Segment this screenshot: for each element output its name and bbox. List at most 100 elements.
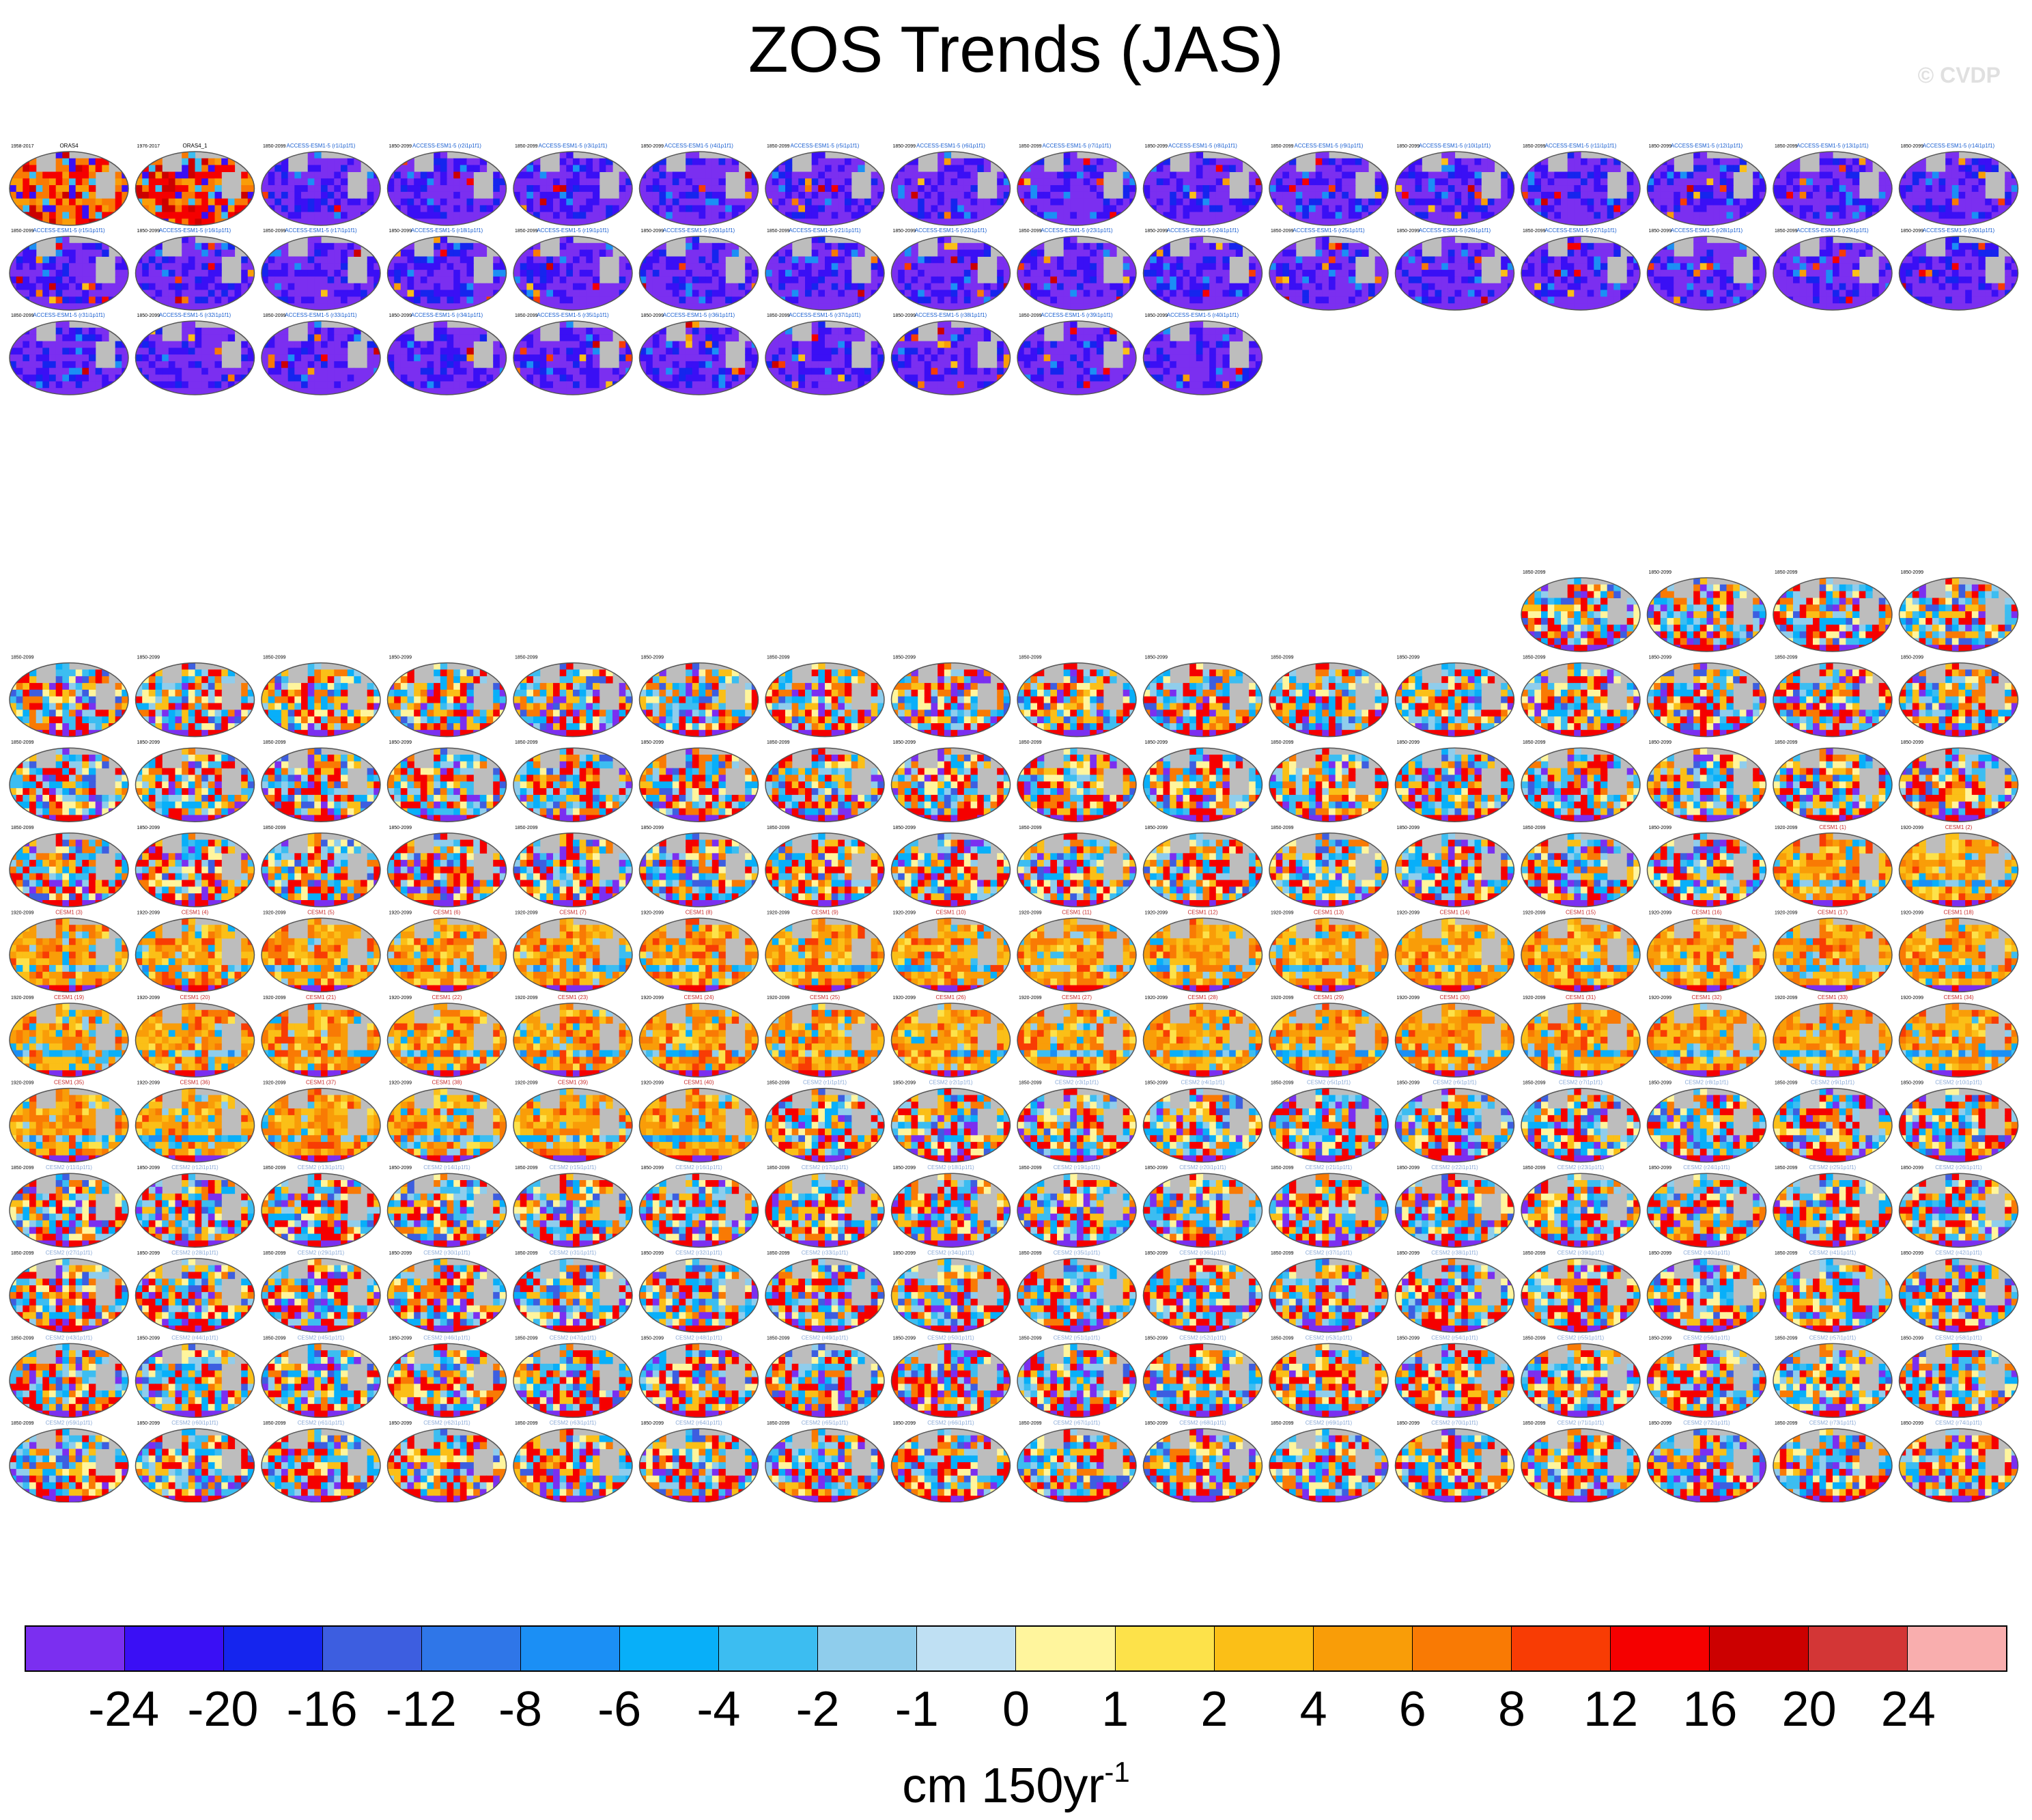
panel-period: 1920-2099 [515,910,538,915]
map-panel: 1850-2099 [1269,656,1389,738]
panel-period: 1850-2099 [1523,740,1546,745]
panel-period: 1850-2099 [1145,144,1168,149]
map-panel: CESM2 (r9i1p1f1) 1850-2099 [1773,1080,1893,1163]
map-panel: CESM2 (r14i1p1f1) 1850-2099 [386,1164,507,1248]
map-panel: CESM2 (r18i1p1f1) 1850-2099 [890,1164,1011,1248]
panel-period: 1850-2099 [1775,1081,1798,1086]
panel-period: 1850-2099 [1145,313,1168,318]
map-panel: CESM2 (r42i1p1f1) 1850-2099 [1898,1250,2019,1333]
panel-period: 1850-2099 [389,656,412,660]
panel-period: 1850-2099 [1019,1336,1042,1341]
panel-title: CESM1 (28) [1187,994,1217,1000]
panel-period: 1850-2099 [1397,229,1420,234]
panel-title: CESM2 (r61i1p1f1) [298,1420,345,1426]
panel-period: 1920-2099 [1775,910,1798,915]
map-panel: CESM1 (20) 1920-2099 [135,994,255,1078]
map-panel: CESM2 (r57i1p1f1) 1850-2099 [1773,1334,1893,1418]
map-panel: ACCESS-ESM1-5 (r34i1p1f1)1850-2099 [386,312,507,395]
map-panel: ACCESS-ESM1-5 (r11i1p1f1)1850-2099 [1521,143,1641,226]
panel-period: 1850-2099 [1523,1166,1546,1171]
map-panel: ACCESS-ESM1-5 (r39i1p1f1)1850-2099 [1017,312,1137,395]
panel-title: CESM1 (32) [1691,994,1721,1000]
panel-title: CESM2 (r57i1p1f1) [1809,1334,1857,1341]
panel-period: 1850-2099 [1649,1421,1672,1426]
panel-period: 1920-2099 [137,1081,160,1086]
panel-period: 1920-2099 [1775,826,1798,830]
map-panel: 1850-2099 [1269,826,1389,908]
panel-period: 1850-2099 [11,826,34,830]
panel-title: CESM2 (r29i1p1f1) [298,1250,345,1256]
map-panel: CESM2 (r44i1p1f1) 1850-2099 [135,1334,255,1418]
panel-period: 1850-2099 [893,1166,916,1171]
panel-title: ACCESS-ESM1-5 (r37i1p1f1) [789,312,861,318]
panel-period: 1850-2099 [1901,656,1924,660]
panel-title: CESM2 (r19i1p1f1) [1054,1164,1101,1171]
map-panel: 1850-2099 [1898,740,2019,822]
panel-period: 1850-2099 [1775,1166,1798,1171]
map-panel: CESM2 (r63i1p1f1) 1850-2099 [513,1420,633,1502]
map-panel: ACCESS-ESM1-5 (r30i1p1f1)1850-2099 [1898,227,2019,311]
map-panel: CESM1 (3) 1920-2099 [9,909,129,993]
panel-period: 1850-2099 [1649,826,1672,830]
panel-title: ACCESS-ESM1-5 (r16i1p1f1) [159,227,231,234]
panel-period: 1850-2099 [263,656,286,660]
map-panel: 1850-2099 [1521,740,1641,822]
map-panel: CESM2 (r64i1p1f1) 1850-2099 [638,1420,759,1502]
panel-period: 1920-2099 [11,1081,34,1086]
panel-period: 1850-2099 [1649,740,1672,745]
panel-period: 1850-2099 [641,826,664,830]
map-panel: ACCESS-ESM1-5 (r15i1p1f1)1850-2099 [9,227,129,311]
map-panel: ACCESS-ESM1-5 (r27i1p1f1)1850-2099 [1521,227,1641,311]
panel-title: CESM1 (1) [1819,824,1846,830]
panel-title: CESM2 (r10i1p1f1) [1935,1080,1982,1086]
panel-title: ACCESS-ESM1-5 (r29i1p1f1) [1796,227,1869,234]
panel-period: 1850-2099 [767,229,790,234]
panel-title: CESM2 (r62i1p1f1) [423,1420,470,1426]
panel-title: CESM2 (r46i1p1f1) [423,1334,470,1341]
panel-period: 1850-2099 [1019,1421,1042,1426]
panel-period: 1850-2099 [767,740,790,745]
panel-period: 1850-2099 [137,1251,160,1256]
panel-period: 1850-2099 [1775,656,1798,660]
colorbar-tick-label: 8 [1498,1679,1525,1740]
map-panel: 1850-2099 [1898,570,2019,652]
panel-title: ORAS4_1 [182,143,208,149]
colorbar-tick-label: -20 [187,1679,258,1740]
panel-title: CESM2 (r35i1p1f1) [1054,1250,1101,1256]
colorbar-tick-label: -24 [88,1679,159,1740]
map-panel: CESM1 (26) 1920-2099 [890,994,1011,1078]
panel-title: ACCESS-ESM1-5 (r25i1p1f1) [1293,227,1365,234]
panel-title: CESM1 (40) [683,1080,714,1086]
chart-title: ZOS Trends (JAS) [0,12,2032,87]
map-panel: CESM2 (r69i1p1f1) 1850-2099 [1269,1420,1389,1502]
colorbar-tick-label: -12 [386,1679,457,1740]
panel-period: 1850-2099 [893,1251,916,1256]
map-panel: ACCESS-ESM1-5 (r20i1p1f1)1850-2099 [638,227,759,311]
map-panel: CESM1 (9) 1920-2099 [765,909,885,993]
panel-period: 1850-2099 [1271,229,1294,234]
panel-period: 1850-2099 [515,826,538,830]
panel-title: CESM1 (12) [1187,909,1217,915]
panel-title: ACCESS-ESM1-5 (r17i1p1f1) [285,227,357,234]
map-panel: CESM2 (r7i1p1f1) 1850-2099 [1521,1080,1641,1163]
map-panel: CESM2 (r59i1p1f1) 1850-2099 [9,1420,129,1502]
panel-period: 1850-2099 [1019,740,1042,745]
panel-title: CESM2 (r7i1p1f1) [1559,1080,1603,1086]
panel-period: 1850-2099 [1019,313,1042,318]
map-panel: 1850-2099 [765,740,885,822]
panel-period: 1850-2099 [641,229,664,234]
panel-title: CESM1 (15) [1566,909,1596,915]
map-panel: 1850-2099 [1521,826,1641,908]
panel-period: 1850-2099 [11,740,34,745]
colorbar-swatch [917,1627,1017,1670]
panel-period: 1850-2099 [11,1336,34,1341]
panel-title: ACCESS-ESM1-5 (r10i1p1f1) [1419,143,1491,149]
panel-title: CESM2 (r32i1p1f1) [675,1250,722,1256]
panel-period: 1850-2099 [1145,1251,1168,1256]
panel-title: CESM1 (37) [306,1080,336,1086]
panel-title: CESM2 (r13i1p1f1) [298,1164,345,1171]
panel-title: CESM1 (35) [54,1080,84,1086]
map-panel: CESM2 (r66i1p1f1) 1850-2099 [890,1420,1011,1502]
map-panel: CESM1 (38) 1920-2099 [386,1080,507,1163]
map-panel: CESM1 (35) 1920-2099 [9,1080,129,1163]
